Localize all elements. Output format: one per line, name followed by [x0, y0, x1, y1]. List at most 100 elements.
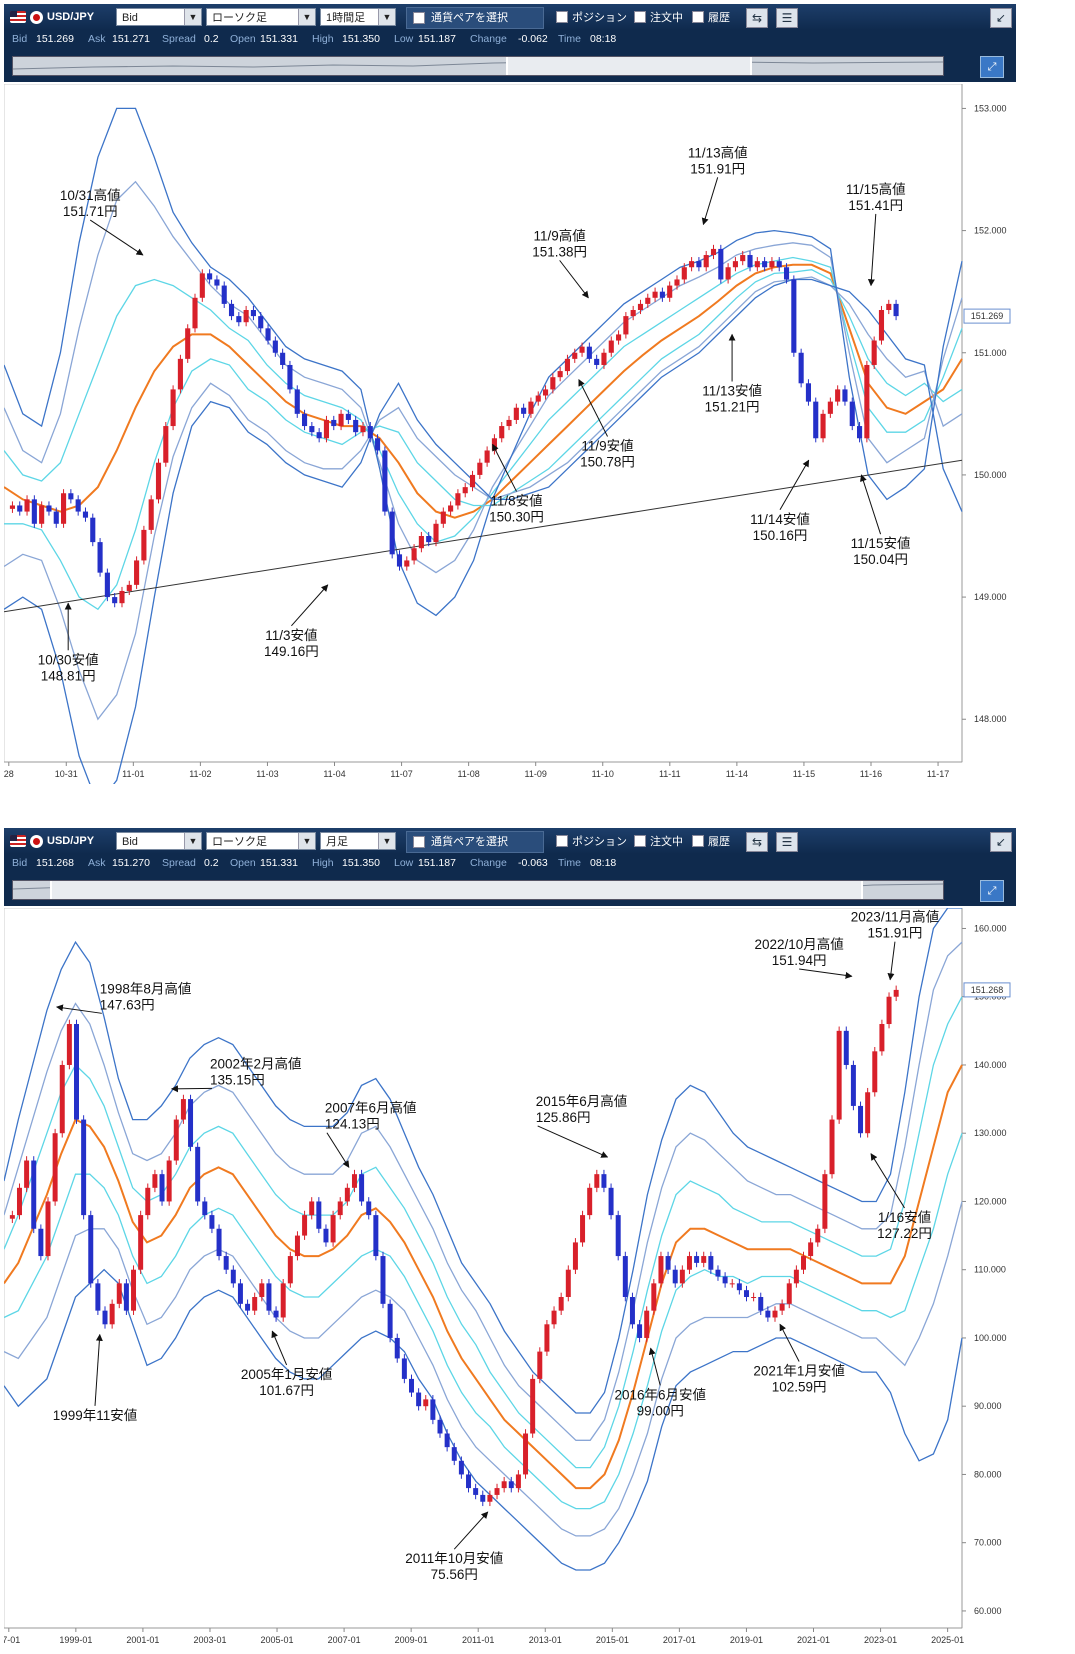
- candle: [418, 536, 424, 549]
- bid-value: 151.268: [36, 857, 74, 869]
- minimize-icon[interactable]: ↙: [990, 8, 1012, 28]
- history-toggle[interactable]: 履歴: [692, 833, 730, 849]
- annotation-label: 11/9高値 151.38円: [532, 227, 587, 259]
- annotation-line: 149.16円: [264, 644, 319, 659]
- candle: [272, 340, 278, 353]
- candle: [119, 590, 125, 604]
- settings-icon[interactable]: ☰: [776, 832, 798, 852]
- refresh-icon[interactable]: ⇆: [746, 832, 768, 852]
- navigator-window[interactable]: [50, 881, 864, 899]
- candle: [659, 291, 665, 298]
- candle: [586, 346, 592, 359]
- candle: [230, 1269, 236, 1284]
- annotation-line: 11/14安値: [750, 512, 810, 527]
- x-tick-label: 2013-01: [529, 1635, 562, 1645]
- candle: [360, 426, 366, 433]
- candle: [148, 499, 154, 530]
- candle: [265, 328, 271, 341]
- timeframe-select[interactable]: 月足 ▼: [320, 832, 396, 850]
- x-tick-label: 2019-01: [730, 1635, 763, 1645]
- monthly-candlestick-chart[interactable]: 160.000150.000140.000130.000120.000110.0…: [4, 908, 1016, 1650]
- annotation-label: 11/13安値 151.21円: [702, 384, 762, 415]
- annotation-label: 2021年1月安値 102.59円: [753, 1363, 845, 1394]
- currency-pair[interactable]: USD/JPY: [10, 8, 94, 26]
- candle: [458, 1460, 464, 1475]
- y-tick-label: 100.000: [974, 1333, 1007, 1343]
- minimize-icon[interactable]: ↙: [990, 832, 1012, 852]
- navigator-track[interactable]: [12, 880, 944, 900]
- navigator-track[interactable]: [12, 56, 944, 76]
- settings-icon[interactable]: ☰: [776, 8, 798, 28]
- candle: [367, 426, 373, 439]
- candle: [195, 1146, 201, 1202]
- candle: [440, 511, 446, 524]
- candle: [266, 1283, 272, 1311]
- candle: [508, 1481, 514, 1489]
- position-toggle[interactable]: ポジション: [556, 9, 627, 25]
- expand-icon[interactable]: ⤢: [980, 56, 1004, 78]
- spread-value: 0.2: [204, 857, 219, 869]
- candle: [126, 584, 132, 591]
- currency-pair[interactable]: USD/JPY: [10, 832, 94, 850]
- refresh-icon[interactable]: ⇆: [746, 8, 768, 28]
- annotation-arrow: [559, 260, 589, 299]
- candle: [17, 505, 23, 512]
- y-tick-label: 80.000: [974, 1469, 1002, 1479]
- annotation-label: 2016年6月安値 99.00円: [614, 1387, 706, 1418]
- navigator-window[interactable]: [505, 57, 752, 75]
- candle: [696, 261, 702, 268]
- candle: [53, 511, 59, 524]
- chart-type-select[interactable]: ローソク足 ▼: [206, 832, 316, 850]
- select-pair-button[interactable]: 通貨ペアを選択: [406, 831, 544, 853]
- candle: [180, 1099, 186, 1120]
- timeframe-select[interactable]: 1時間足 ▼: [320, 8, 396, 26]
- candle: [134, 560, 140, 585]
- candle: [245, 1303, 251, 1311]
- annotation-line: 11/13高値: [688, 144, 748, 160]
- hourly-candlestick-chart[interactable]: 153.000 152.000 151.000 150.000 149.000 148.0…: [4, 84, 1016, 784]
- candle: [112, 597, 118, 604]
- candle: [637, 1324, 643, 1338]
- annotation-arrow: [860, 474, 882, 535]
- candle: [499, 426, 505, 439]
- candle: [754, 261, 760, 268]
- candle: [783, 267, 790, 280]
- candle: [316, 1201, 322, 1229]
- candle: [152, 1174, 158, 1188]
- select-pair-button[interactable]: 通貨ペアを選択: [406, 7, 544, 29]
- annotation-label: 2005年1月安値 101.67円: [241, 1367, 333, 1398]
- expand-icon[interactable]: ⤢: [980, 880, 1004, 902]
- chart-type-select[interactable]: ローソク足 ▼: [206, 8, 316, 26]
- candle: [66, 1024, 72, 1065]
- candle: [793, 1269, 799, 1284]
- price-type-select[interactable]: Bid ▼: [116, 832, 202, 850]
- candle: [672, 1269, 678, 1284]
- orders-toggle[interactable]: 注文中: [634, 833, 683, 849]
- x-tick-label: 2009-01: [395, 1635, 428, 1645]
- candle: [572, 352, 578, 359]
- candle: [858, 1105, 864, 1134]
- candle: [214, 279, 220, 286]
- candle: [681, 267, 687, 280]
- candle: [97, 542, 103, 573]
- position-toggle[interactable]: ポジション: [556, 833, 627, 849]
- candle: [45, 1201, 51, 1257]
- candle: [24, 499, 30, 512]
- candle: [886, 303, 892, 310]
- candle: [736, 1283, 742, 1291]
- candle: [776, 261, 782, 268]
- y-tick-label: 150.000: [974, 470, 1007, 480]
- annotation-arrow: [779, 459, 810, 511]
- history-toggle[interactable]: 履歴: [692, 9, 730, 25]
- orders-toggle[interactable]: 注文中: [634, 9, 683, 25]
- annotation-label: 1/16安値 127.22円: [877, 1210, 932, 1241]
- x-tick-label: 11-14: [726, 769, 748, 779]
- annotation-line: 151.91円: [868, 926, 923, 941]
- annotation-line: 127.22円: [877, 1226, 932, 1241]
- candle: [331, 419, 337, 427]
- price-type-select[interactable]: Bid ▼: [116, 8, 202, 26]
- candle: [188, 1099, 194, 1147]
- annotation-arrow: [578, 379, 608, 437]
- candle: [387, 1303, 393, 1338]
- candle: [102, 1310, 108, 1325]
